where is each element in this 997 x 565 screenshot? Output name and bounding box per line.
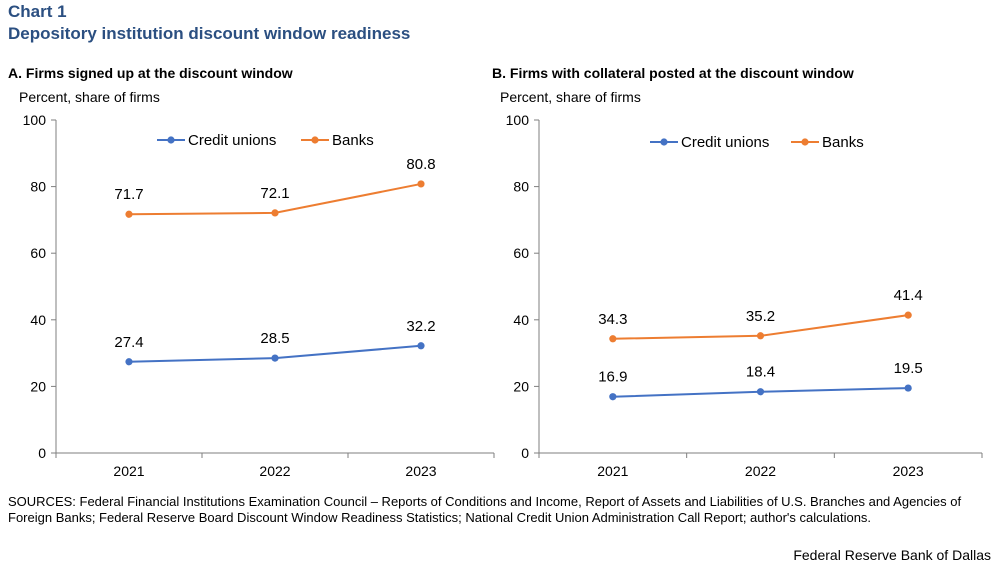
panel-a-credit-unions-data-label: 32.2 bbox=[406, 318, 435, 335]
panel-b-x-tick-label: 2022 bbox=[745, 463, 776, 479]
chart-number: Chart 1 bbox=[8, 2, 67, 21]
panel-a-x-tick-label: 2023 bbox=[405, 463, 436, 479]
panel-b-y-tick-label: 40 bbox=[513, 312, 529, 328]
panel-a-credit-unions-point bbox=[271, 354, 279, 362]
panel-b-credit-unions-data-label: 19.5 bbox=[894, 360, 923, 377]
panel-b-x-tick-label: 2023 bbox=[893, 463, 924, 479]
panel-a-y-tick-label: 40 bbox=[30, 312, 46, 328]
panel-b-y-tick-label: 100 bbox=[506, 112, 530, 128]
panel-b-banks-point bbox=[756, 332, 765, 340]
panel-a-legend-credit-unions-label: Credit unions bbox=[188, 132, 276, 149]
panel-a-banks-point bbox=[271, 209, 279, 217]
panel-a-y-tick-label: 60 bbox=[30, 245, 46, 261]
panel-b-legend-credit-unions-label: Credit unions bbox=[681, 134, 769, 151]
panel-b-banks-point bbox=[904, 311, 912, 319]
panel-b-banks-data-label: 41.4 bbox=[894, 287, 923, 304]
panel-b-y-tick-label: 60 bbox=[513, 245, 529, 261]
panel-b-banks-data-label: 34.3 bbox=[598, 311, 627, 328]
panel-b-title: B. Firms with collateral posted at the d… bbox=[492, 65, 854, 81]
panel-b-credit-unions-point bbox=[756, 388, 765, 396]
panel-b-banks-point bbox=[609, 335, 617, 343]
panel-a-y-tick-label: 20 bbox=[30, 378, 46, 394]
panel-a-credit-unions-point bbox=[417, 342, 425, 350]
panel-b-credit-unions-data-label: 18.4 bbox=[746, 364, 775, 381]
panel-b-legend-banks-marker bbox=[801, 138, 809, 146]
panel-a-credit-unions-data-label: 27.4 bbox=[114, 334, 143, 351]
panel-a-y-tick-label: 80 bbox=[30, 179, 46, 195]
panel-a-y-axis-label: Percent, share of firms bbox=[19, 89, 160, 105]
sources-note: SOURCES: Federal Financial Institutions … bbox=[8, 494, 962, 525]
panel-b-legend-credit-unions-marker bbox=[660, 138, 668, 146]
source-credit: Federal Reserve Bank of Dallas bbox=[793, 547, 991, 563]
panel-b-legend-banks-label: Banks bbox=[822, 134, 864, 151]
panel-b-y-tick-label: 0 bbox=[521, 445, 529, 461]
panel-a-credit-unions-data-label: 28.5 bbox=[260, 330, 289, 347]
panel-a-credit-unions-point bbox=[125, 358, 133, 366]
panel-a-legend-banks-marker bbox=[311, 136, 319, 144]
panel-a-banks-data-label: 72.1 bbox=[260, 185, 289, 202]
panel-b-credit-unions-data-label: 16.9 bbox=[598, 369, 627, 386]
panel-a-legend-banks-label: Banks bbox=[332, 132, 374, 149]
panel-a-y-tick-label: 0 bbox=[38, 445, 46, 461]
panel-b-x-tick-label: 2021 bbox=[597, 463, 628, 479]
panel-a-banks-point bbox=[125, 210, 133, 218]
panel-b-credit-unions-point bbox=[609, 393, 617, 401]
panel-a-banks-data-label: 80.8 bbox=[406, 156, 435, 173]
panel-a-banks-data-label: 71.7 bbox=[114, 186, 143, 203]
panel-a-title: A. Firms signed up at the discount windo… bbox=[8, 65, 293, 81]
panel-a-x-tick-label: 2022 bbox=[259, 463, 290, 479]
panel-a-legend-credit-unions-marker bbox=[167, 136, 175, 144]
panel-b-y-tick-label: 80 bbox=[513, 179, 529, 195]
panel-b-y-tick-label: 20 bbox=[513, 378, 529, 394]
chart-title: Depository institution discount window r… bbox=[8, 24, 411, 43]
panel-a-y-tick-label: 100 bbox=[23, 112, 47, 128]
panel-b-y-axis-label: Percent, share of firms bbox=[500, 89, 641, 105]
panel-b-credit-unions-point bbox=[904, 384, 912, 392]
panel-b-banks-data-label: 35.2 bbox=[746, 308, 775, 325]
panel-a-x-tick-label: 2021 bbox=[113, 463, 144, 479]
panel-a-banks-point bbox=[417, 180, 425, 188]
